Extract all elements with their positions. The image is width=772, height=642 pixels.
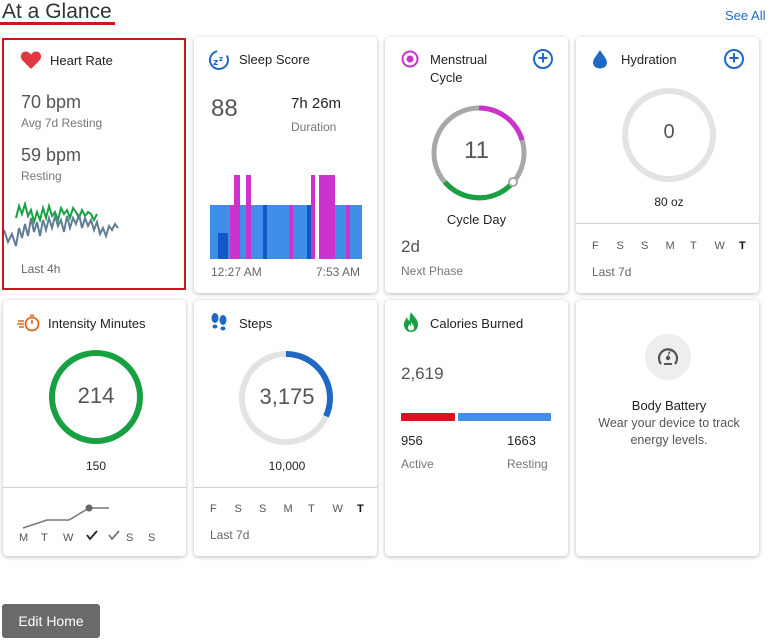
cycle-day-value: 11	[464, 137, 489, 164]
footprints-icon	[211, 313, 227, 331]
hydration-days: F S S M T W T	[592, 240, 759, 252]
steps-footer: Last 7d	[210, 528, 250, 542]
day-label: S	[259, 503, 267, 515]
steps-value: 3,175	[259, 384, 315, 409]
steps-days: F S S M T W T	[210, 503, 377, 515]
cycle-ring	[431, 105, 527, 201]
avg-resting-hr-value: 70 bpm	[21, 92, 82, 112]
hydration-divider	[576, 223, 759, 224]
calories-bar	[401, 413, 551, 421]
active-calories-bar	[401, 413, 455, 421]
cycle-icon	[401, 50, 419, 68]
resting-calories-bar	[458, 413, 551, 421]
see-all-link[interactable]: See All	[725, 8, 766, 23]
menstrual-cycle-card[interactable]: Menstrual Cycle + 11 Cycle Day 2d Next P…	[385, 37, 568, 293]
svg-text:z: z	[219, 55, 223, 63]
steps-card[interactable]: Steps 3,175 10,000 F S S M T W T Last 7d	[194, 300, 377, 556]
body-battery-card[interactable]: Body Battery Wear your device to track e…	[576, 300, 759, 556]
sleep-score-card[interactable]: z z Sleep Score 88 7h 26m Duration 12:27…	[194, 37, 377, 293]
day-label: M	[283, 503, 293, 515]
day-label: T	[690, 240, 697, 252]
heart-icon	[20, 51, 42, 69]
day-label: S	[126, 532, 134, 544]
hydration-card[interactable]: Hydration + 0 80 oz F S S M T W T Last 7…	[576, 37, 759, 293]
day-label: W	[714, 240, 725, 252]
hydration-goal: 80 oz	[654, 195, 684, 209]
heart-rate-footer: Last 4h	[21, 262, 61, 276]
steps-goal: 10,000	[268, 459, 306, 473]
steps-ring	[239, 351, 333, 445]
steps-title: Steps	[239, 316, 273, 331]
body-battery-icon-circle	[645, 334, 691, 380]
next-phase-value: 2d	[401, 237, 420, 256]
hydration-title: Hydration	[621, 52, 677, 67]
menstrual-cycle-title-line1: Menstrual	[430, 52, 488, 67]
day-label: F	[210, 503, 217, 515]
heart-rate-title: Heart Rate	[50, 53, 113, 68]
calories-total-value: 2,619	[401, 364, 444, 383]
day-label: M	[19, 532, 29, 544]
day-label: S	[641, 240, 649, 252]
flame-icon	[404, 312, 418, 332]
day-label: M	[665, 240, 675, 252]
heart-rate-card[interactable]: Heart Rate 70 bpm Avg 7d Resting 59 bpm …	[2, 38, 186, 290]
sleep-duration-label: Duration	[291, 120, 337, 134]
next-phase-label: Next Phase	[401, 264, 464, 278]
body-battery-title: Body Battery	[631, 398, 707, 413]
water-drop-icon	[593, 50, 607, 69]
intensity-minutes-value: 214	[77, 383, 115, 408]
calories-burned-title: Calories Burned	[430, 316, 524, 331]
stopwatch-icon	[17, 314, 40, 332]
active-calories-value: 956	[401, 433, 423, 448]
page-title: At a Glance	[2, 0, 112, 23]
day-label: S	[616, 240, 624, 252]
day-label: S	[148, 532, 156, 544]
hydration-footer: Last 7d	[592, 265, 632, 279]
sleep-end-time: 7:53 AM	[316, 265, 361, 279]
cycle-day-label: Cycle Day	[446, 212, 507, 227]
intensity-minutes-goal: 150	[85, 459, 107, 473]
add-cycle-button[interactable]: +	[533, 49, 553, 69]
intensity-days: M T W S S	[19, 530, 170, 544]
intensity-ring	[49, 350, 143, 444]
day-label: T	[308, 503, 315, 515]
menstrual-cycle-title-line2: Cycle	[430, 70, 463, 85]
day-label-today: T	[357, 503, 364, 515]
sleep-start-time: 12:27 AM	[211, 265, 262, 279]
sleep-score-title: Sleep Score	[239, 52, 310, 67]
day-label: W	[332, 503, 343, 515]
avg-resting-hr-label: Avg 7d Resting	[21, 116, 103, 130]
resting-calories-value: 1663	[507, 433, 536, 448]
day-label: F	[592, 240, 599, 252]
body-battery-icon	[657, 348, 679, 365]
title-underline	[0, 22, 115, 25]
add-hydration-button[interactable]: +	[724, 49, 744, 69]
intensity-weekly-chart	[22, 504, 109, 529]
edit-home-button[interactable]: Edit Home	[2, 604, 100, 638]
heart-rate-sparkline	[4, 200, 119, 247]
resting-hr-value: 59 bpm	[21, 145, 82, 165]
resting-hr-label: Resting	[21, 169, 62, 183]
hydration-value: 0	[663, 121, 675, 143]
calories-burned-card[interactable]: Calories Burned 2,619 956 Active 1663 Re…	[385, 300, 568, 556]
goal-met-check-icon	[107, 530, 126, 544]
day-label-today: T	[739, 240, 746, 252]
sleep-score-value: 88	[211, 95, 238, 122]
hydration-ring	[622, 88, 716, 182]
resting-calories-label: Resting	[507, 457, 548, 471]
day-label: S	[234, 503, 242, 515]
active-calories-label: Active	[401, 457, 434, 471]
day-label: W	[63, 532, 74, 544]
sleep-icon: z z	[209, 50, 229, 70]
intensity-minutes-card[interactable]: Intensity Minutes 214 150 M T W S S	[3, 300, 186, 556]
day-label: T	[41, 532, 48, 544]
intensity-minutes-title: Intensity Minutes	[48, 316, 146, 331]
sleep-duration-value: 7h 26m	[291, 95, 342, 112]
intensity-divider	[3, 487, 186, 488]
sleep-stages-chart	[210, 175, 362, 259]
goal-met-check-icon	[85, 530, 107, 544]
svg-text:z: z	[213, 58, 218, 68]
body-battery-message: Wear your device to track energy levels.	[598, 416, 740, 447]
steps-divider	[194, 487, 377, 488]
